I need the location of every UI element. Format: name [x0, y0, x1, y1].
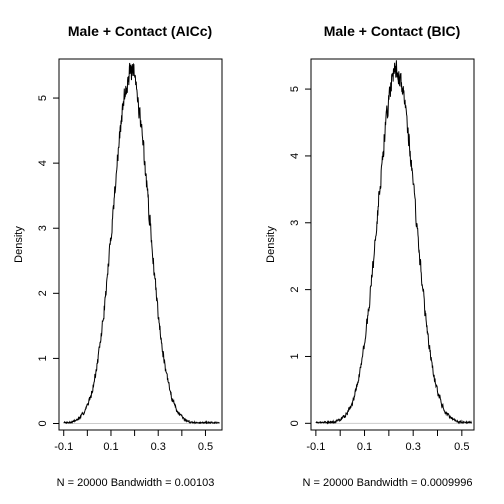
y-tick-label: 2 [37, 290, 49, 296]
y-tick-label: 0 [289, 420, 301, 426]
x-tick-label: -0.1 [54, 441, 73, 453]
y-tick-label: 3 [37, 225, 49, 231]
x-tick-label: 0.5 [454, 441, 469, 453]
y-axis-label: Density [13, 226, 25, 263]
y-tick-label: 0 [37, 420, 49, 426]
y-tick-label: 2 [289, 287, 301, 293]
y-axis-label: Density [265, 226, 277, 263]
plot-frame [310, 58, 475, 431]
chart-title: Male + Contact (BIC) [324, 23, 461, 39]
x-tick-label: 0.1 [103, 441, 118, 453]
x-tick-label: 0.3 [151, 441, 166, 453]
y-tick-label: 5 [289, 86, 301, 92]
x-tick-label: 0.1 [357, 441, 372, 453]
x-axis-label: N = 20000 Bandwidth = 0.00103 [57, 477, 215, 489]
x-tick-label: 0.5 [198, 441, 213, 453]
y-tick-label: 4 [37, 160, 49, 166]
y-tick-label: 5 [37, 95, 49, 101]
density-line [315, 60, 473, 425]
y-tick-label: 1 [37, 355, 49, 361]
x-tick-label: -0.1 [306, 441, 325, 453]
chart-title: Male + Contact (AICc) [68, 23, 212, 39]
x-axis-label: N = 20000 Bandwidth = 0.0009996 [302, 477, 472, 489]
panel-bic: Male + Contact (BIC) -0.1 0.1 0.3 0.5 0 1 2 3 4 5 D… [265, 23, 475, 489]
y-tick-label: 4 [289, 153, 301, 159]
y-tick-label: 3 [289, 220, 301, 226]
x-tick-label: 0.3 [406, 441, 421, 453]
panel-aicc: Male + Contact (AICc) -0.1 0.1 0.3 0.5 0 1 2 3 4 5… [13, 23, 223, 489]
density-line [63, 62, 220, 425]
y-tick-label: 1 [289, 353, 301, 359]
